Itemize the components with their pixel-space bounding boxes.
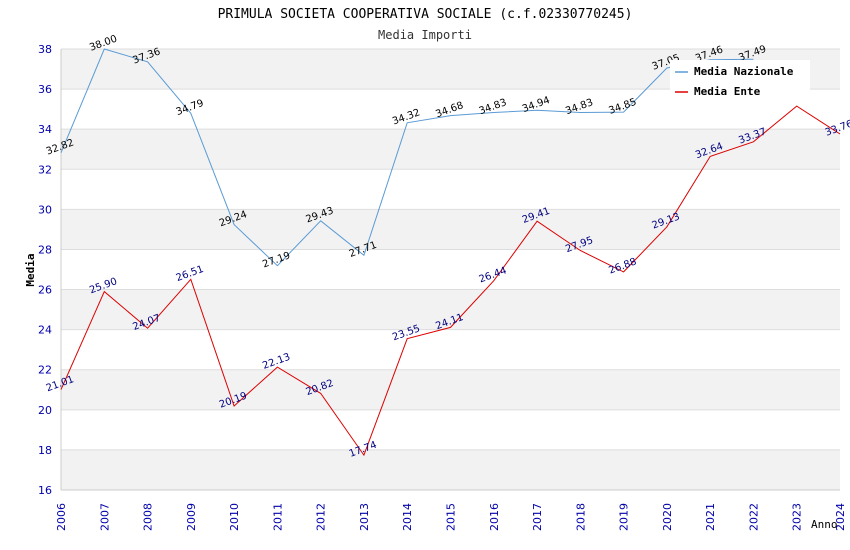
x-tick-label: 2014 [401, 503, 414, 531]
legend: Media Nazionale Media Ente [670, 60, 810, 102]
x-tick-label: 2024 [834, 503, 847, 531]
x-tick-label: 2022 [747, 503, 760, 531]
y-tick-label: 28 [38, 243, 52, 256]
y-tick-label: 24 [38, 324, 52, 337]
y-tick-label: 16 [38, 484, 52, 497]
data-label: 34.83 [564, 97, 595, 117]
data-label: 26.44 [478, 265, 509, 285]
x-axis-label: Anno [811, 518, 838, 531]
series-line-media-nazionale [60, 48, 754, 267]
y-tick-label: 22 [38, 364, 52, 377]
legend-label-media-nazionale: Media Nazionale [694, 65, 794, 78]
legend-label-media-ente: Media Ente [694, 85, 761, 98]
data-label: 27.19 [261, 250, 292, 270]
plot-band [61, 449, 840, 490]
x-tick-label: 2020 [661, 503, 674, 531]
x-tick-label: 2006 [55, 503, 68, 531]
plot-band [61, 129, 840, 170]
x-tick-label: 2019 [618, 503, 631, 531]
x-tick-label: 2010 [228, 503, 241, 531]
data-label: 26.88 [607, 256, 638, 276]
plot-band [61, 209, 840, 250]
series-lines [60, 48, 841, 457]
series-line-media-ente [60, 105, 841, 457]
x-tick-label: 2012 [315, 503, 328, 531]
data-label: 34.83 [478, 97, 509, 117]
plot-band [61, 369, 840, 410]
x-tick-label: 2016 [488, 503, 501, 531]
y-tick-label: 34 [38, 123, 52, 136]
x-tick-label: 2021 [704, 503, 717, 531]
x-tick-label: 2008 [142, 503, 155, 531]
y-tick-label: 26 [38, 284, 52, 297]
chart-subtitle: Media Importi [378, 28, 472, 42]
x-tick-label: 2007 [98, 503, 111, 531]
data-label: 34.94 [521, 95, 552, 115]
y-tick-label: 38 [38, 43, 52, 56]
y-axis-label: Media [24, 253, 37, 286]
data-label: 34.85 [607, 97, 638, 117]
legend-background [670, 60, 810, 102]
axes [60, 49, 840, 491]
y-tick-label: 18 [38, 444, 52, 457]
data-label: 26.51 [175, 264, 206, 284]
x-tick-label: 2011 [271, 503, 284, 531]
x-tick-label: 2013 [358, 503, 371, 531]
data-label: 34.68 [434, 100, 465, 120]
x-tick-label: 2009 [185, 503, 198, 531]
plot-band [61, 289, 840, 330]
x-tick-label: 2017 [531, 503, 544, 531]
x-tick-label: 2015 [445, 503, 458, 531]
x-tick-label: 2023 [791, 503, 804, 531]
y-tick-labels: 16 18 20 22 24 26 28 30 32 34 36 38 [38, 43, 52, 497]
data-label: 34.79 [175, 98, 206, 118]
y-tick-label: 36 [38, 83, 52, 96]
y-tick-label: 32 [38, 163, 52, 176]
chart-title: PRIMULA SOCIETA COOPERATIVA SOCIALE (c.f… [218, 7, 633, 22]
data-label: 22.13 [261, 352, 292, 372]
x-tick-labels: 2006 2007 2008 2009 2010 2011 2012 2013 2014 2015… [55, 503, 847, 531]
x-tick-label: 2018 [574, 503, 587, 531]
y-tick-label: 30 [38, 203, 52, 216]
y-tick-label: 20 [38, 404, 52, 417]
